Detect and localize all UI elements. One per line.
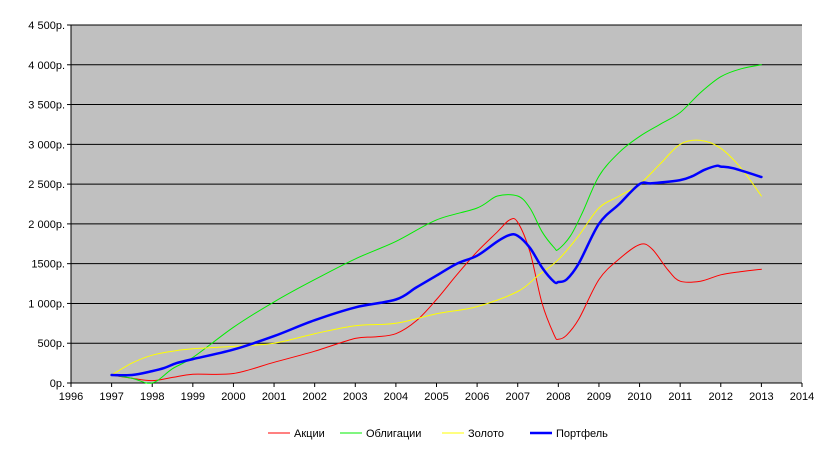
y-tick-label: 3 000р. bbox=[28, 139, 65, 151]
x-tick-label: 1996 bbox=[59, 391, 83, 403]
y-tick-label: 3 500р. bbox=[28, 100, 65, 112]
y-tick-label: 1 000р. bbox=[28, 298, 65, 310]
x-tick-label: 2006 bbox=[465, 391, 489, 403]
x-tick-label: 2008 bbox=[546, 391, 570, 403]
series-line-obligacii bbox=[111, 64, 762, 384]
x-tick-label: 2013 bbox=[749, 391, 773, 403]
y-tick-label: 4 000р. bbox=[28, 60, 65, 72]
x-tick-label: 2009 bbox=[587, 391, 611, 403]
legend: Акции Облигации Золото Портфель bbox=[268, 428, 608, 440]
y-tick-label: 1500р. bbox=[31, 259, 65, 271]
y-tick-label: 2 000р. bbox=[28, 219, 65, 231]
x-tick-label: 2011 bbox=[668, 391, 692, 403]
x-tick-label: 2001 bbox=[262, 391, 286, 403]
y-tick-labels: 0р. 500р. 1 000р. 1500р. 2 000р. 2 500р. 3 000… bbox=[28, 20, 71, 390]
x-tick-label: 2004 bbox=[384, 391, 408, 403]
x-tick-label: 1998 bbox=[140, 391, 164, 403]
y-tick-label: 0р. bbox=[50, 378, 65, 390]
series-line-portfel bbox=[110, 164, 763, 377]
x-tick-label: 2003 bbox=[343, 391, 367, 403]
series-line-akcii bbox=[111, 218, 762, 382]
x-tick-label: 2014 bbox=[790, 391, 814, 403]
gridlines bbox=[71, 24, 802, 344]
y-tick-label: 500р. bbox=[37, 338, 65, 350]
x-tick-label: 2000 bbox=[221, 391, 245, 403]
legend-label-zoloto: Золото bbox=[468, 428, 504, 440]
x-tick-label: 2010 bbox=[627, 391, 651, 403]
x-tick-label: 2002 bbox=[302, 391, 326, 403]
legend-label-obligacii: Облигации bbox=[366, 428, 421, 440]
series-line-zoloto bbox=[111, 139, 762, 376]
x-tick-label: 1999 bbox=[181, 391, 205, 403]
x-tick-label: 2007 bbox=[505, 391, 529, 403]
series-lines bbox=[110, 64, 763, 384]
plot-area bbox=[71, 25, 802, 383]
y-tick-label: 2 500р. bbox=[28, 179, 65, 191]
x-tick-label: 2012 bbox=[709, 391, 733, 403]
x-tick-label: 2005 bbox=[424, 391, 448, 403]
legend-label-portfel: Портфель bbox=[556, 428, 608, 440]
y-tick-label: 4 500р. bbox=[28, 20, 65, 32]
x-tick-labels: 1996 1997 1998 1999 2000 2001 2002 2003 2004 2005… bbox=[59, 383, 814, 403]
legend-label-akcii: Акции bbox=[294, 428, 325, 440]
x-tick-label: 1997 bbox=[99, 391, 123, 403]
